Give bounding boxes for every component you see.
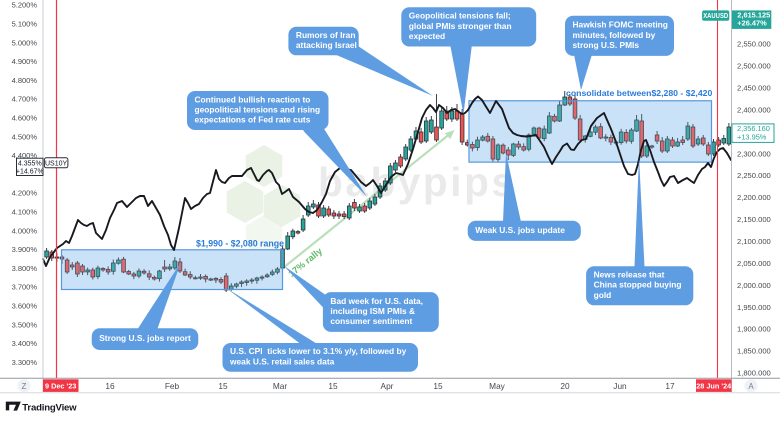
- svg-text:Bad week for U.S. data,includi: Bad week for U.S. data, including ISM PMI…: [330, 296, 423, 326]
- svg-text:consolidate between$2,280 - $2: consolidate between$2,280 - $2,420: [566, 88, 712, 98]
- svg-text:20: 20: [560, 381, 570, 391]
- svg-text:15: 15: [433, 381, 443, 391]
- svg-text:5.200%: 5.200%: [12, 1, 38, 10]
- svg-text:Mar: Mar: [273, 381, 288, 391]
- svg-text:1,900.000: 1,900.000: [737, 325, 771, 334]
- svg-text:4.200%: 4.200%: [12, 189, 38, 198]
- svg-text:4.100%: 4.100%: [12, 208, 38, 217]
- svg-text:2,615.125: 2,615.125: [737, 11, 770, 20]
- svg-text:4.800%: 4.800%: [12, 76, 38, 85]
- svg-text:XAUUSD: XAUUSD: [703, 11, 728, 20]
- svg-text:3.800%: 3.800%: [12, 264, 38, 273]
- svg-text:4.500%: 4.500%: [12, 132, 38, 141]
- svg-text:2,150.000: 2,150.000: [737, 215, 771, 224]
- svg-text:3.500%: 3.500%: [12, 320, 38, 329]
- svg-text:2,450.000: 2,450.000: [737, 84, 771, 93]
- svg-text:babypips: babypips: [318, 159, 517, 205]
- svg-text:2,550.000: 2,550.000: [737, 40, 771, 49]
- svg-text:2,200.000: 2,200.000: [737, 193, 771, 202]
- svg-text:5.000%: 5.000%: [12, 38, 38, 47]
- svg-text:3.600%: 3.600%: [12, 302, 38, 311]
- svg-text:9 Dec '23: 9 Dec '23: [45, 382, 76, 391]
- svg-text:2,400.000: 2,400.000: [737, 105, 771, 114]
- svg-text:+14.67%: +14.67%: [16, 168, 44, 175]
- svg-text:15: 15: [218, 381, 228, 391]
- svg-text:28 Jun '24: 28 Jun '24: [696, 382, 732, 391]
- svg-text:2,500.000: 2,500.000: [737, 62, 771, 71]
- svg-text:1,950.000: 1,950.000: [737, 303, 771, 312]
- svg-text:$1,990 - $2,080 range: $1,990 - $2,080 range: [196, 239, 284, 249]
- svg-text:3.700%: 3.700%: [12, 283, 38, 292]
- svg-text:17: 17: [665, 381, 675, 391]
- svg-text:U.S. CPI ticks lower to 3.1%: U.S. CPI ticks lower to 3.1% y/y, follow…: [229, 346, 407, 366]
- svg-text:Jun: Jun: [613, 381, 627, 391]
- svg-text:Continued bullish reaction tog: Continued bullish reaction to geopolitica…: [195, 94, 321, 124]
- svg-text:4.900%: 4.900%: [12, 57, 38, 66]
- svg-text:+13.95%: +13.95%: [737, 132, 767, 141]
- svg-text:Weak U.S. jobs update: Weak U.S. jobs update: [475, 225, 565, 235]
- svg-text:2,000.000: 2,000.000: [737, 281, 771, 290]
- svg-text:+26.47%: +26.47%: [737, 19, 767, 28]
- svg-text:TradingView: TradingView: [22, 402, 77, 413]
- svg-text:A: A: [748, 382, 754, 391]
- svg-text:15: 15: [328, 381, 338, 391]
- svg-text:May: May: [489, 381, 506, 391]
- svg-text:3.400%: 3.400%: [12, 339, 38, 348]
- svg-text:3.900%: 3.900%: [12, 245, 38, 254]
- svg-text:1,850.000: 1,850.000: [737, 347, 771, 356]
- svg-text:US10Y: US10Y: [45, 161, 68, 168]
- svg-text:2,300.000: 2,300.000: [737, 149, 771, 158]
- svg-text:Strong U.S. jobs report: Strong U.S. jobs report: [99, 333, 191, 343]
- svg-text:16: 16: [105, 381, 115, 391]
- svg-text:2,050.000: 2,050.000: [737, 259, 771, 268]
- svg-text:4.700%: 4.700%: [12, 95, 38, 104]
- svg-text:5.100%: 5.100%: [12, 20, 38, 29]
- svg-text:Geopolitical tensions fall;glo: Geopolitical tensions fall; global PMIs s…: [409, 11, 512, 41]
- svg-text:2,356.160: 2,356.160: [737, 124, 770, 133]
- svg-text:2,250.000: 2,250.000: [737, 171, 771, 180]
- svg-text:Z: Z: [22, 382, 27, 391]
- svg-text:3.300%: 3.300%: [12, 358, 38, 367]
- svg-text:Feb: Feb: [165, 381, 180, 391]
- svg-text:4.355%: 4.355%: [18, 160, 42, 167]
- svg-text:2,100.000: 2,100.000: [737, 237, 771, 246]
- svg-text:1,800.000: 1,800.000: [737, 369, 771, 378]
- svg-text:Apr: Apr: [381, 381, 394, 391]
- svg-text:4.000%: 4.000%: [12, 226, 38, 235]
- svg-text:4.600%: 4.600%: [12, 114, 38, 123]
- svg-text:4.400%: 4.400%: [12, 151, 38, 160]
